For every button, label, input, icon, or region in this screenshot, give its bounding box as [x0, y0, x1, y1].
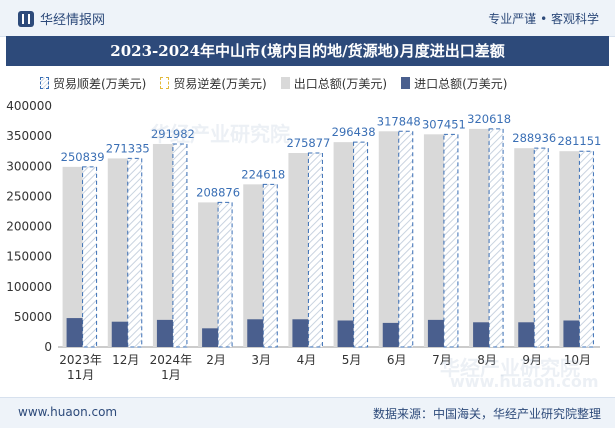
data-label-surplus: 271335: [106, 141, 150, 155]
data-label-surplus: 296438: [332, 125, 376, 139]
title-band: 2023-2024年中山市(境内目的地/货源地)月度进出口差额: [6, 36, 609, 66]
bar-import: [427, 319, 444, 347]
legend-item-import: 进口总额(万美元): [401, 75, 508, 92]
brand-logo-icon: [18, 10, 34, 27]
x-tick-label: 5月: [342, 353, 362, 367]
bar-import: [156, 319, 173, 347]
bar-surplus: [443, 133, 459, 348]
bar-import: [518, 322, 535, 347]
brand: 华经情报网: [18, 9, 105, 28]
x-tick-label: 1月: [161, 368, 181, 382]
data-label-surplus: 281151: [557, 134, 601, 148]
x-tick-label: 10月: [564, 353, 591, 367]
bar-surplus: [353, 141, 369, 348]
data-label-surplus: 250839: [61, 150, 105, 164]
legend-swatch-export: [280, 77, 290, 89]
bar-import: [111, 321, 128, 347]
y-tick-label: 400000: [6, 99, 52, 113]
legend-label-deficit: 贸易逆差(万美元): [173, 76, 267, 91]
data-label-surplus: 208876: [196, 185, 240, 199]
bar-surplus: [488, 128, 504, 348]
x-tick-label: 2月: [206, 353, 226, 367]
bar-surplus: [398, 130, 414, 348]
bar-import: [473, 322, 490, 347]
x-tick-label: 12月: [112, 353, 139, 367]
x-tick-label: 4月: [297, 353, 317, 367]
data-label-surplus: 224618: [241, 167, 285, 181]
legend-swatch-import: [401, 77, 411, 89]
data-label-surplus: 317848: [377, 114, 421, 128]
bar-import: [66, 318, 83, 347]
bar-surplus: [217, 201, 233, 348]
bar-import: [247, 319, 264, 347]
bar-surplus: [82, 166, 98, 348]
footer: www.huaon.com 数据来源：中国海关，华经产业研究院整理: [0, 397, 615, 428]
legend-label-surplus: 贸易顺差(万美元): [53, 76, 147, 91]
legend-item-deficit: 贸易逆差(万美元): [160, 75, 267, 92]
bar-surplus: [127, 157, 143, 348]
data-label-surplus: 320618: [467, 112, 511, 126]
y-tick-label: 300000: [6, 159, 52, 173]
bar-surplus: [578, 150, 594, 348]
x-tick-label: 2024年: [150, 353, 193, 367]
footer-source: 数据来源：中国海关，华经产业研究院整理: [372, 407, 601, 421]
bar-import: [337, 320, 354, 347]
data-label-surplus: 288936: [512, 131, 556, 145]
data-label-surplus: 275877: [286, 136, 330, 150]
legend-swatch-surplus: [40, 77, 49, 89]
data-label-surplus: 291982: [151, 127, 195, 141]
legend-label-export: 出口总额(万美元): [293, 76, 388, 91]
bar-import: [202, 328, 219, 347]
footer-site: www.huaon.com: [18, 405, 118, 419]
x-tick-label: 8月: [477, 353, 497, 367]
tagline: 专业严谨 • 客观科学: [488, 12, 599, 26]
data-label-surplus: 307451: [422, 117, 466, 131]
x-tick-label: 11月: [67, 368, 94, 382]
bar-import: [292, 319, 309, 347]
x-tick-label: 9月: [522, 353, 542, 367]
chart-title: 2023-2024年中山市(境内目的地/货源地)月度进出口差额: [110, 42, 505, 60]
watermark-3: www.huaon.com: [450, 372, 599, 391]
bar-surplus: [172, 143, 188, 348]
bar-import: [563, 320, 580, 347]
legend-swatch-deficit: [160, 77, 170, 89]
chart-plot: 0 50000 100000 150000 200000 250000 300000 3500…: [6, 99, 601, 382]
bar-import: [382, 322, 399, 347]
x-tick-label: 7月: [432, 353, 452, 367]
brand-name: 华经情报网: [40, 13, 106, 28]
x-tick-label: 6月: [387, 353, 407, 367]
bar-surplus: [262, 183, 278, 348]
y-tick-label: 350000: [6, 129, 52, 143]
bar-surplus: [307, 152, 323, 348]
legend-item-surplus: 贸易顺差(万美元): [40, 75, 146, 92]
x-tick-label: 3月: [251, 353, 271, 367]
y-tick-label: 150000: [6, 250, 52, 264]
bar-surplus: [533, 147, 549, 348]
y-tick-label: 200000: [6, 220, 52, 234]
legend-label-import: 进口总额(万美元): [414, 76, 508, 91]
watermark-1: 华经产业研究院: [150, 122, 290, 146]
x-tick-label: 2023年: [59, 353, 102, 367]
legend-item-export: 出口总额(万美元): [280, 75, 388, 92]
y-tick-label: 250000: [6, 189, 52, 203]
y-tick-label: 50000: [14, 310, 52, 324]
legend: 贸易顺差(万美元) 贸易逆差(万美元) 出口总额(万美元) 进口总额(万美元): [40, 72, 508, 94]
y-tick-label: 100000: [6, 280, 52, 294]
watermark-2: 华经产业研究院: [440, 356, 580, 380]
y-tick-label: 0: [44, 340, 52, 354]
